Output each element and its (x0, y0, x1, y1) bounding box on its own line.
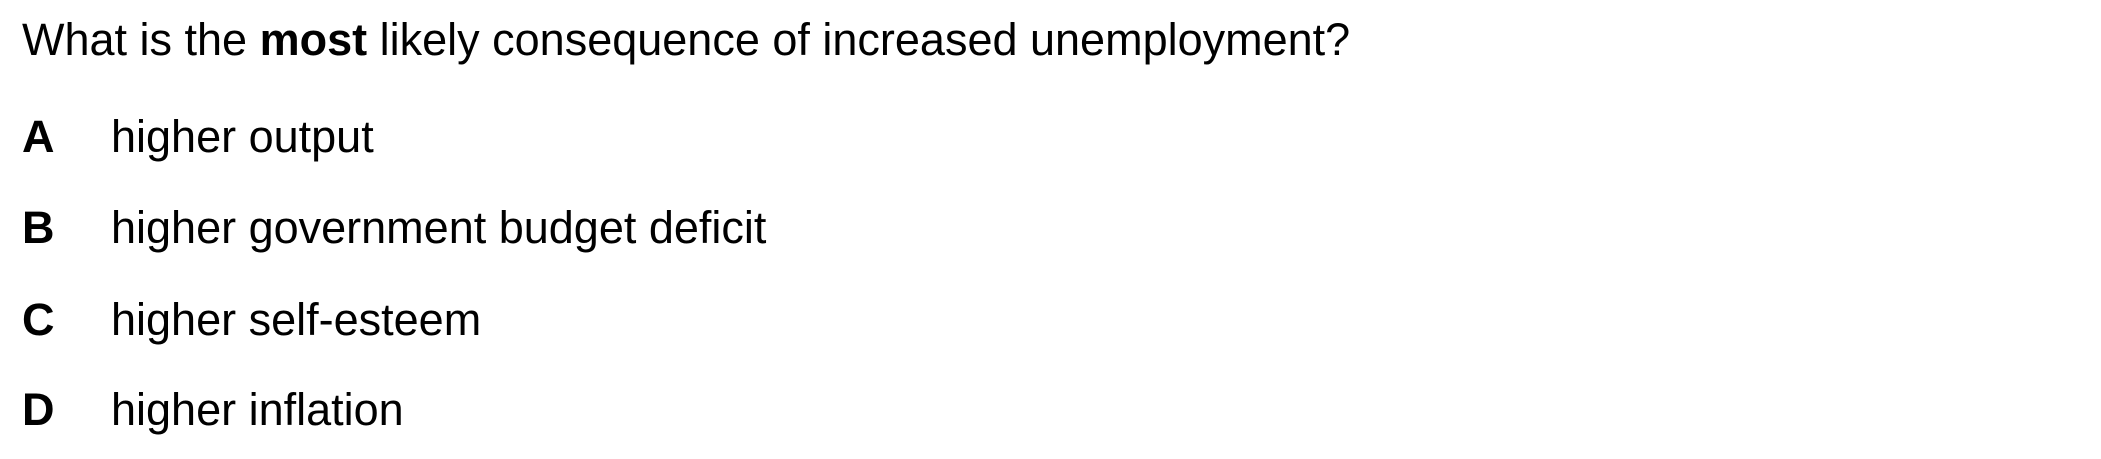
option-b-text: higher government budget deficit (111, 202, 767, 253)
option-b-letter: B (22, 202, 55, 253)
question-suffix: likely consequence of increased unemploy… (367, 14, 1351, 65)
option-a-text: higher output (111, 111, 374, 162)
option-a: A higher output (22, 107, 374, 167)
option-a-letter: A (22, 111, 55, 162)
question-text: What is the most likely consequence of i… (22, 12, 1350, 68)
option-c-letter: C (22, 294, 55, 345)
option-c-text: higher self-esteem (111, 294, 482, 345)
question-emphasis: most (259, 14, 368, 65)
option-b: B higher government budget deficit (22, 198, 766, 258)
option-d-text: higher inflation (111, 384, 404, 435)
option-d: D higher inflation (22, 380, 404, 440)
question-prefix: What is the (22, 14, 260, 65)
option-c: C higher self-esteem (22, 290, 481, 350)
option-d-letter: D (22, 384, 55, 435)
